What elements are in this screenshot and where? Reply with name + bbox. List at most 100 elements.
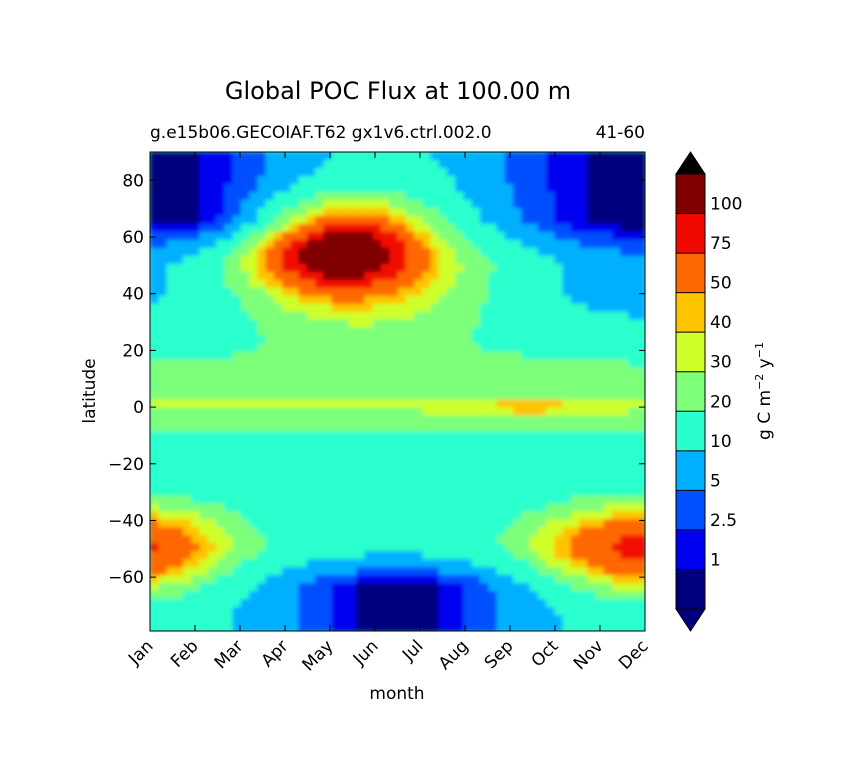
contour-cell [356, 527, 366, 536]
contour-cell [306, 175, 316, 185]
contour-cell [587, 407, 597, 417]
contour-cell [612, 487, 622, 497]
contour-cell [282, 463, 292, 473]
contour-cell [183, 407, 193, 417]
contour-cell [207, 543, 217, 552]
contour-cell [290, 335, 300, 345]
contour-cell [183, 359, 193, 369]
contour-cell [364, 463, 374, 473]
contour-cell [265, 575, 275, 584]
contour-cell [216, 279, 226, 289]
contour-cell [232, 471, 242, 481]
contour-cell [348, 199, 358, 209]
contour-cell [422, 239, 432, 249]
contour-cell [513, 471, 523, 481]
contour-cell [282, 511, 292, 521]
contour-cell [315, 527, 325, 536]
contour-cell [224, 247, 234, 257]
contour-cell [537, 351, 547, 361]
contour-cell [579, 399, 589, 409]
contour-cell [587, 279, 597, 289]
contour-cell [414, 583, 424, 592]
contour-cell [636, 551, 645, 560]
contour-cell [513, 543, 523, 552]
contour-cell [496, 439, 506, 449]
contour-cell [216, 527, 226, 536]
contour-cell [397, 423, 407, 433]
contour-cell [504, 295, 514, 305]
contour-cell [488, 375, 498, 385]
contour-cell [240, 575, 250, 584]
contour-cell [579, 207, 589, 217]
contour-cell [364, 279, 374, 289]
contour-cell [166, 231, 176, 241]
contour-cell [463, 207, 473, 217]
contour-cell [315, 447, 325, 457]
contour-cell [628, 479, 638, 489]
contour-cell [447, 607, 457, 616]
contour-cell [249, 567, 259, 576]
contour-cell [257, 527, 267, 536]
contour-cell [191, 527, 201, 536]
contour-cell [298, 383, 308, 393]
contour-cell [364, 495, 374, 505]
contour-cell [620, 367, 630, 377]
contour-cell [273, 327, 283, 337]
contour-cell [504, 175, 514, 185]
contour-cell [562, 519, 572, 529]
contour-cell [265, 447, 275, 457]
contour-cell [257, 415, 267, 425]
contour-cell [603, 247, 613, 257]
contour-cell [282, 599, 292, 608]
contour-cell [315, 207, 325, 217]
contour-cell [405, 335, 415, 345]
contour-cell [183, 383, 193, 393]
contour-cell [249, 175, 259, 185]
contour-cell [537, 407, 547, 417]
contour-cell [191, 279, 201, 289]
contour-cell [636, 471, 645, 481]
contour-cell [240, 583, 250, 592]
contour-cell [199, 279, 209, 289]
contour-cell [232, 575, 242, 584]
contour-cell [636, 375, 645, 385]
contour-cell [298, 343, 308, 353]
contour-cell [521, 279, 531, 289]
contour-cell [306, 183, 316, 193]
contour-cell [224, 215, 234, 225]
contour-cell [331, 231, 341, 241]
contour-cell [554, 295, 564, 305]
contour-cell [471, 575, 481, 584]
contour-cell [529, 247, 539, 257]
contour-cell [158, 495, 168, 505]
contour-cell [529, 439, 539, 449]
contour-cell [554, 255, 564, 265]
contour-cell [290, 471, 300, 481]
contour-cell [372, 567, 382, 576]
contour-cell [504, 351, 514, 361]
contour-cell [447, 199, 457, 209]
contour-cell [372, 399, 382, 409]
contour-cell [199, 455, 209, 465]
contour-cell [348, 567, 358, 576]
contour-cell [298, 559, 308, 568]
contour-cell [158, 279, 168, 289]
contour-cell [430, 535, 440, 544]
contour-cell [537, 439, 547, 449]
contour-cell [240, 231, 250, 241]
contour-cell [554, 303, 564, 313]
contour-cell [265, 535, 275, 544]
contour-cell [240, 287, 250, 297]
contour-cell [158, 543, 168, 552]
contour-cell [430, 343, 440, 353]
colorbar-segment [676, 411, 705, 452]
contour-cell [463, 191, 473, 201]
contour-cell [381, 335, 391, 345]
contour-cell [207, 239, 217, 249]
contour-cell [595, 271, 605, 281]
contour-cell [496, 215, 506, 225]
contour-cell [612, 383, 622, 393]
contour-cell [323, 271, 333, 281]
contour-cell [339, 463, 349, 473]
contour-cell [150, 215, 160, 225]
